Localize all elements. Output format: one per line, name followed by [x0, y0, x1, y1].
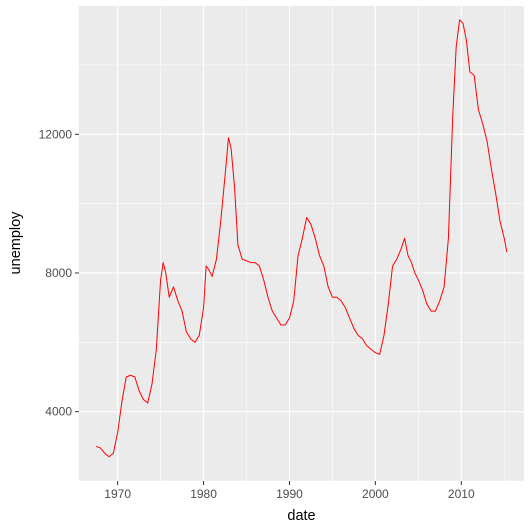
- x-tick-label: 1990: [276, 487, 303, 501]
- major-gridlines: [79, 6, 524, 481]
- x-axis-title: date: [287, 508, 315, 524]
- y-axis-ticks: 4000 8000 12000: [39, 127, 79, 419]
- x-tick-label: 1980: [190, 487, 217, 501]
- x-tick-label: 2000: [362, 487, 389, 501]
- x-tick-label: 2010: [448, 487, 475, 501]
- y-axis-title: unemploy: [8, 211, 24, 275]
- minor-gridlines: [79, 6, 524, 482]
- x-tick-label: 1970: [104, 487, 131, 501]
- y-tick-label: 4000: [45, 405, 72, 419]
- unemploy-series-line: [95, 19, 508, 458]
- y-tick-label: 8000: [45, 266, 72, 280]
- y-tick-label: 12000: [39, 127, 73, 141]
- x-axis-ticks: 1970 1980 1990 2000 2010: [104, 481, 475, 501]
